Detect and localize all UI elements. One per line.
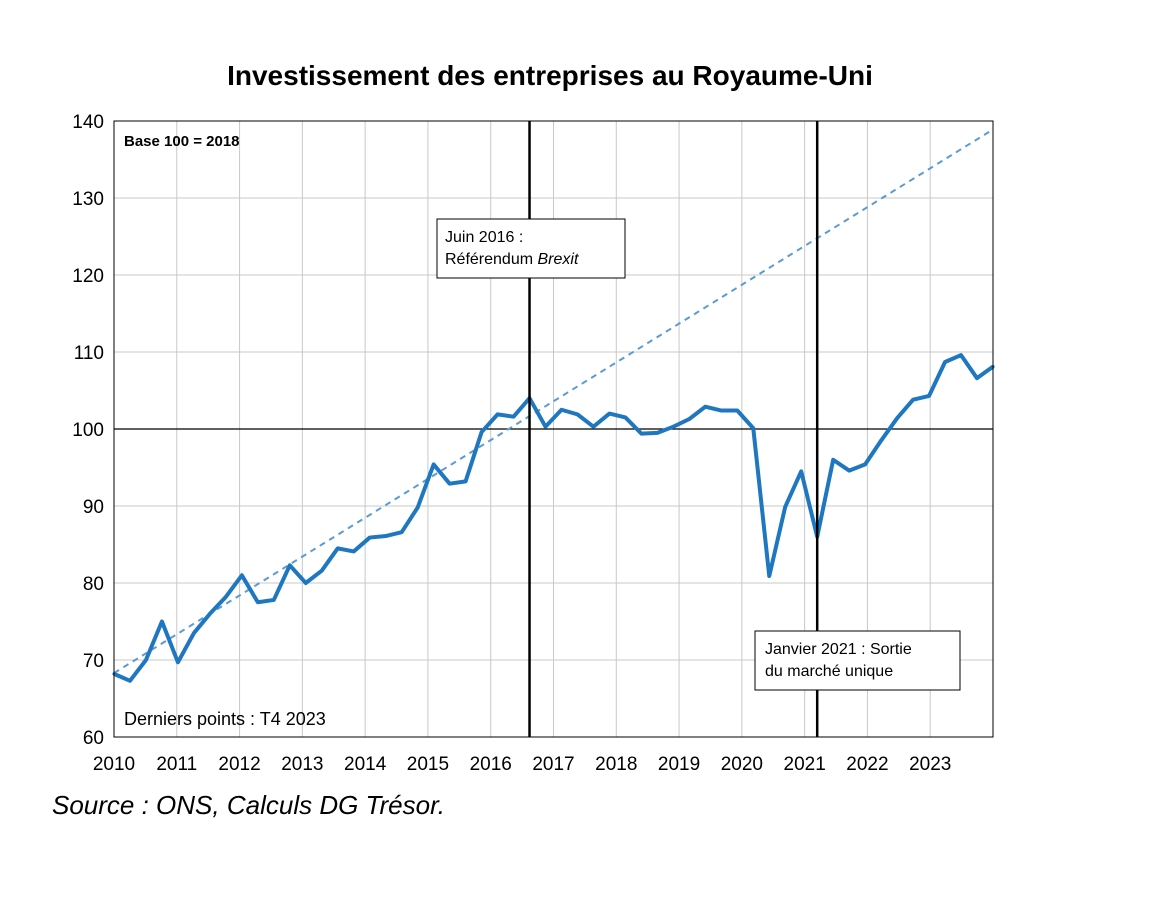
- series-point: [320, 569, 324, 573]
- y-tick-100: 100: [72, 420, 104, 441]
- series-point: [272, 598, 276, 602]
- y-tick-110: 110: [74, 343, 104, 364]
- series-point: [671, 425, 675, 429]
- series-point: [448, 482, 452, 486]
- series-point: [639, 432, 644, 436]
- series-point: [623, 415, 628, 420]
- series-point: [911, 398, 915, 402]
- y-tick-labels: 60 70 80 90 100 110 120 130 140: [72, 112, 104, 749]
- series-point: [847, 468, 851, 473]
- series-point: [495, 412, 500, 416]
- annotation-brexit-line2-prefix: Référendum: [445, 251, 538, 268]
- series-point: [543, 425, 548, 429]
- series-line: [113, 353, 995, 683]
- annotation-single-market-box: [754, 630, 961, 691]
- series-point: [304, 581, 308, 585]
- y-tick-60: 60: [83, 728, 104, 749]
- series-point: [607, 412, 612, 416]
- series-point: [368, 535, 372, 540]
- series-point: [511, 415, 516, 419]
- series-point: [336, 546, 340, 550]
- series-point: [895, 416, 899, 420]
- series-point: [687, 417, 691, 421]
- series-point: [735, 408, 739, 413]
- series-point: [703, 405, 707, 409]
- last-points-note: Derniers points : T4 2023: [124, 709, 326, 729]
- x-tick-2014: 2014: [344, 754, 387, 775]
- series-point: [719, 408, 723, 413]
- x-tick-2022: 2022: [846, 754, 888, 775]
- series-point: [192, 631, 196, 635]
- x-tick-2012: 2012: [218, 754, 260, 775]
- x-tick-2020: 2020: [721, 754, 763, 775]
- y-tick-80: 80: [83, 574, 104, 595]
- series-point: [256, 600, 260, 604]
- plot-frame: [113, 120, 994, 738]
- series-point: [591, 425, 596, 429]
- series-point: [559, 408, 564, 412]
- annotation-single-market-line1: Janvier 2021 : Sortie: [765, 641, 912, 658]
- series-point: [879, 438, 883, 443]
- annotation-single-market-line2: du marché unique: [765, 663, 893, 680]
- trend-series: [113, 128, 994, 674]
- x-tick-2013: 2013: [281, 754, 323, 775]
- series-point: [224, 595, 228, 599]
- series-point: [240, 573, 244, 577]
- annotation-brexit-line2-italic: Brexit: [538, 251, 579, 268]
- x-tick-2017: 2017: [532, 754, 574, 775]
- series-point: [927, 394, 931, 398]
- series-point: [799, 469, 803, 473]
- x-tick-2015: 2015: [407, 754, 449, 775]
- series-point: [655, 431, 659, 435]
- x-tick-2016: 2016: [470, 754, 512, 775]
- line-chart: 60 70 80 90 100 110 120 130 140 2010 2011 2012 2013…: [72, 112, 995, 775]
- series-point: [208, 612, 212, 616]
- trend-line: [113, 128, 994, 674]
- y-tick-70: 70: [83, 651, 104, 672]
- x-tick-2018: 2018: [595, 754, 637, 775]
- series-point: [144, 658, 148, 662]
- x-tick-2019: 2019: [658, 754, 700, 775]
- series-point: [432, 462, 436, 467]
- y-tick-90: 90: [83, 497, 104, 518]
- y-tick-140: 140: [72, 112, 104, 133]
- x-tick-labels: 2010 2011 2012 2013 2014 2015 2016 2017 2018 2019…: [93, 754, 951, 775]
- series-point: [176, 660, 180, 664]
- base-note: Base 100 = 2018: [124, 133, 240, 150]
- x-tick-2010: 2010: [93, 754, 135, 775]
- series-point: [959, 353, 963, 357]
- series-point: [384, 534, 388, 538]
- series-point: [288, 563, 292, 567]
- series-point: [831, 458, 835, 462]
- annotation-brexit: Juin 2016 : Référendum Brexit: [436, 218, 626, 279]
- y-tick-120: 120: [72, 266, 104, 287]
- annotation-brexit-box: [436, 218, 626, 279]
- series-point: [352, 549, 356, 554]
- series-point: [400, 530, 404, 534]
- x-tick-2021: 2021: [784, 754, 826, 775]
- series-point: [464, 479, 468, 483]
- series-point: [575, 412, 580, 416]
- y-tick-130: 130: [72, 189, 104, 210]
- annotation-single-market: Janvier 2021 : Sortie du marché unique: [754, 630, 961, 691]
- annotation-brexit-line2: Référendum Brexit: [445, 251, 579, 268]
- series-point: [943, 360, 947, 364]
- x-tick-2023: 2023: [909, 754, 951, 775]
- source-note: Source : ONS, Calculs DG Trésor.: [52, 790, 445, 820]
- series-point: [128, 679, 132, 683]
- series-point: [160, 619, 164, 624]
- series-point: [975, 376, 979, 380]
- series-point: [767, 574, 771, 578]
- series-point: [751, 426, 755, 430]
- x-tick-2011: 2011: [156, 754, 197, 775]
- series-point: [783, 505, 787, 509]
- series-point: [863, 462, 867, 467]
- series-point: [479, 430, 484, 434]
- series-point: [416, 505, 420, 510]
- chart-title: Investissement des entreprises au Royaum…: [227, 60, 873, 91]
- annotation-brexit-line1: Juin 2016 :: [445, 229, 523, 246]
